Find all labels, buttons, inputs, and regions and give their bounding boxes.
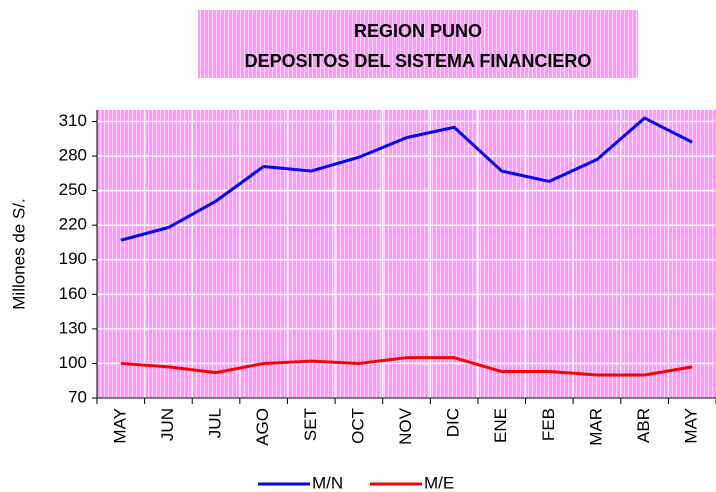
x-tick-label: MAR xyxy=(586,408,605,446)
chart-title: REGION PUNO xyxy=(354,21,482,41)
y-tick-label: 220 xyxy=(59,215,87,234)
y-tick-label: 310 xyxy=(59,111,87,130)
x-tick-label: FEB xyxy=(539,408,558,441)
y-tick-label: 70 xyxy=(68,387,87,406)
chart-subtitle: DEPOSITOS DEL SISTEMA FINANCIERO xyxy=(245,51,592,71)
x-tick-label: ABR xyxy=(634,408,653,443)
series-line xyxy=(120,116,693,242)
y-tick-label: 250 xyxy=(59,180,87,199)
y-tick-label: 100 xyxy=(59,353,87,372)
y-tick-label: 190 xyxy=(59,249,87,268)
y-tick-label: 280 xyxy=(59,146,87,165)
x-tick-label: JUN xyxy=(158,408,177,441)
x-tick-label: MAY xyxy=(682,408,701,444)
legend-label: M/N xyxy=(312,473,343,492)
y-tick-label: 160 xyxy=(59,284,87,303)
x-tick-label: MAY xyxy=(110,408,129,444)
y-tick-label: 130 xyxy=(59,318,87,337)
x-tick-label: OCT xyxy=(348,408,367,444)
series-line xyxy=(120,356,693,377)
x-tick-label: NOV xyxy=(396,407,415,445)
x-tick-label: ENE xyxy=(491,408,510,443)
title-box xyxy=(198,10,638,78)
x-tick-label: AGO xyxy=(253,408,272,446)
plot-area xyxy=(97,110,716,398)
x-tick-label: SET xyxy=(301,408,320,441)
legend-label: M/E xyxy=(424,473,454,492)
y-axis-label: Millones de S/. xyxy=(9,198,28,310)
x-tick-label: DIC xyxy=(444,408,463,437)
x-tick-label: JUL xyxy=(206,408,225,438)
